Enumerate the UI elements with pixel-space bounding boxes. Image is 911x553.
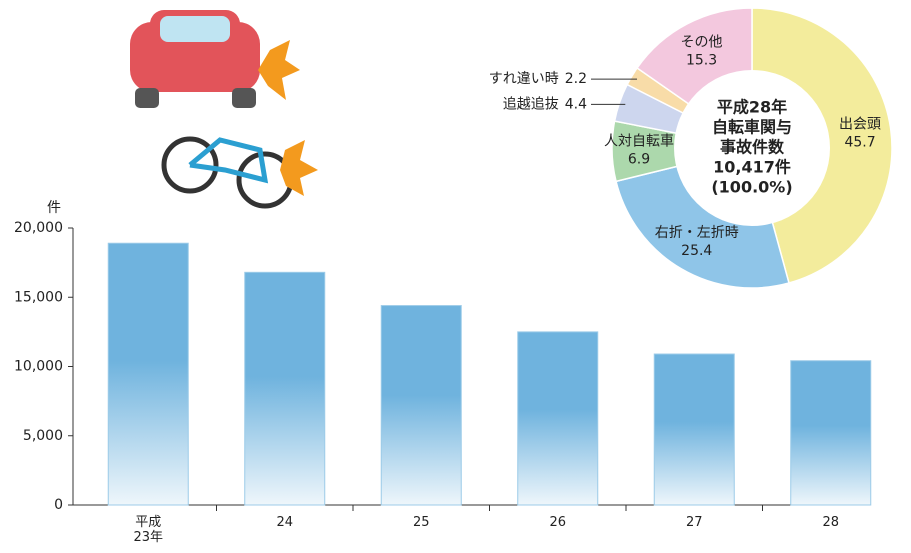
- center-label: 事故件数: [720, 138, 785, 157]
- slice-name: その他: [681, 34, 723, 50]
- bar: [381, 306, 461, 505]
- bar: [108, 243, 188, 505]
- x-tick-label: 28: [791, 515, 871, 530]
- slice-value: 6.9: [628, 152, 650, 168]
- chart: 件 0 5,000 10,000 15,000 20,000 出会頭 45.7 右折・左折時 25…: [0, 0, 911, 553]
- page: 件 0 5,000 10,000 15,000 20,000 出会頭 45.7 右折・左折時 25…: [0, 0, 911, 553]
- y-axis-unit: 件: [47, 200, 61, 216]
- bar: [791, 361, 871, 505]
- x-tick-label: 24: [245, 515, 325, 530]
- slice-value: 45.7: [844, 134, 875, 150]
- slice-value: 25.4: [681, 243, 712, 259]
- slice-name: 人対自転車: [604, 133, 674, 150]
- x-tick-label: 26: [518, 515, 598, 530]
- car-illustration: [130, 10, 318, 206]
- slice-value: 15.3: [686, 52, 717, 68]
- slice-value: 2.2: [565, 71, 587, 87]
- y-tick-label: 15,000: [14, 289, 63, 305]
- y-tick-label: 10,000: [14, 359, 63, 375]
- x-tick-label: 27: [654, 515, 734, 530]
- y-tick-label: 20,000: [14, 220, 63, 236]
- slice-label: 追越追抜 4.4: [503, 96, 587, 112]
- slice-name: 出会頭: [839, 116, 881, 132]
- slice-label: すれ違い時 2.2: [489, 71, 587, 87]
- center-label: 自転車関与: [712, 118, 792, 137]
- slice-name: すれ違い時: [489, 71, 559, 87]
- slice-name: 右折・左折時: [655, 225, 739, 241]
- y-tick-label: 0: [54, 497, 63, 513]
- bar: [518, 332, 598, 505]
- center-label: 10,417件: [713, 158, 791, 177]
- x-tick-label: 平成 23年: [108, 515, 188, 545]
- slice-name: 追越追抜: [503, 96, 559, 112]
- bar: [654, 354, 734, 505]
- slice-value: 4.4: [565, 96, 587, 112]
- bar: [245, 272, 325, 505]
- center-label: (100.0%): [711, 178, 792, 197]
- x-tick-label: 25: [381, 515, 461, 530]
- center-label: 平成28年: [717, 98, 787, 117]
- y-tick-label: 5,000: [23, 428, 63, 444]
